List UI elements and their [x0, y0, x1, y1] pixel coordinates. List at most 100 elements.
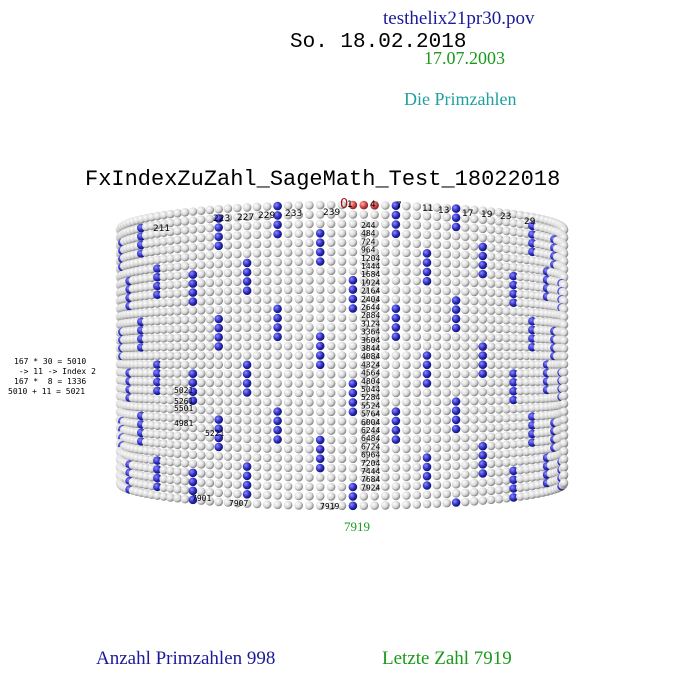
- sphere: [252, 499, 262, 509]
- sphere: [461, 278, 470, 287]
- sphere: [315, 219, 325, 229]
- sphere: [422, 341, 432, 351]
- sphere: [233, 222, 242, 231]
- last-prime: 7919: [344, 519, 370, 534]
- sphere: [494, 414, 504, 423]
- sphere: [502, 378, 511, 387]
- sphere: [188, 207, 198, 216]
- sphere: [516, 325, 525, 334]
- sphere: [166, 493, 175, 502]
- sphere: [196, 423, 206, 433]
- sphere: [273, 248, 282, 258]
- sphere: [402, 229, 411, 239]
- sphere: [461, 232, 470, 241]
- sphere: [381, 407, 390, 416]
- sphere: [214, 305, 223, 315]
- sphere: [315, 369, 325, 379]
- sphere: [337, 454, 347, 464]
- sphere: [478, 251, 488, 261]
- sphere: [315, 304, 325, 313]
- sphere: [461, 369, 470, 379]
- sphere: [166, 484, 175, 493]
- sphere: [359, 210, 369, 219]
- sphere: [442, 240, 452, 250]
- sphere: [402, 211, 411, 220]
- sphere: [348, 482, 358, 492]
- sphere: [516, 413, 525, 422]
- sphere: [442, 268, 452, 277]
- sphere: [233, 378, 242, 388]
- sphere: [509, 457, 518, 467]
- sphere: [412, 230, 422, 239]
- sphere: [315, 398, 325, 407]
- sphere: [196, 206, 206, 215]
- sphere: [494, 234, 504, 244]
- sphere: [432, 341, 442, 351]
- sphere: [402, 416, 411, 426]
- sphere: [283, 369, 293, 379]
- sphere: [214, 397, 223, 406]
- sphere: [233, 351, 242, 360]
- sphere: [509, 280, 518, 290]
- sphere: [153, 281, 162, 291]
- sphere: [283, 500, 293, 510]
- sphere: [262, 407, 272, 416]
- sphere: [214, 497, 223, 507]
- column-label: 5284: [361, 393, 380, 402]
- sphere: [242, 351, 252, 360]
- sphere: [469, 223, 479, 233]
- sphere: [326, 322, 336, 332]
- sphere: [153, 456, 162, 465]
- sphere: [233, 268, 242, 277]
- sphere: [478, 460, 488, 469]
- sphere: [233, 443, 242, 453]
- sphere: [180, 378, 190, 387]
- sphere: [196, 224, 206, 234]
- sphere: [242, 425, 252, 434]
- annotation: 5010 + 11 = 5021: [8, 387, 85, 396]
- sphere: [153, 465, 162, 474]
- sphere: [348, 388, 358, 398]
- sphere: [478, 378, 488, 388]
- sphere: [559, 367, 569, 377]
- sphere: [294, 360, 304, 370]
- sphere: [242, 406, 252, 416]
- column-label: 5764: [361, 410, 380, 419]
- sphere: [283, 220, 293, 229]
- sphere: [461, 268, 470, 278]
- sphere: [223, 323, 233, 333]
- sphere: [294, 304, 304, 313]
- sphere: [205, 232, 215, 242]
- sphere: [381, 454, 390, 463]
- sphere: [432, 230, 442, 240]
- sphere: [516, 421, 525, 431]
- sphere: [262, 369, 272, 379]
- sphere: [214, 479, 223, 488]
- sphere: [442, 406, 452, 416]
- sphere: [283, 435, 293, 444]
- sphere: [478, 287, 488, 297]
- sphere: [442, 332, 452, 342]
- sphere: [359, 482, 369, 492]
- sphere: [252, 379, 262, 388]
- sphere: [252, 360, 262, 370]
- sphere: [166, 209, 175, 219]
- sphere: [432, 379, 442, 388]
- sphere: [337, 294, 347, 304]
- sphere: [469, 296, 479, 306]
- sphere: [478, 224, 488, 234]
- sphere: [337, 369, 347, 379]
- sphere: [283, 238, 293, 248]
- sphere: [348, 322, 358, 332]
- sphere: [559, 312, 569, 322]
- top-label: 7: [396, 201, 402, 211]
- sphere: [359, 332, 369, 341]
- sphere: [469, 469, 479, 479]
- sphere: [494, 494, 504, 504]
- sphere: [223, 351, 233, 360]
- sphere: [262, 481, 272, 491]
- sphere: [214, 204, 223, 214]
- sphere: [180, 324, 190, 334]
- sphere: [233, 425, 242, 434]
- sphere: [348, 294, 358, 304]
